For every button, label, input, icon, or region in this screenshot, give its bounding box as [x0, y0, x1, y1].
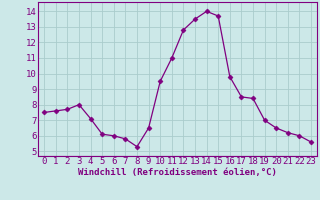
X-axis label: Windchill (Refroidissement éolien,°C): Windchill (Refroidissement éolien,°C): [78, 168, 277, 177]
